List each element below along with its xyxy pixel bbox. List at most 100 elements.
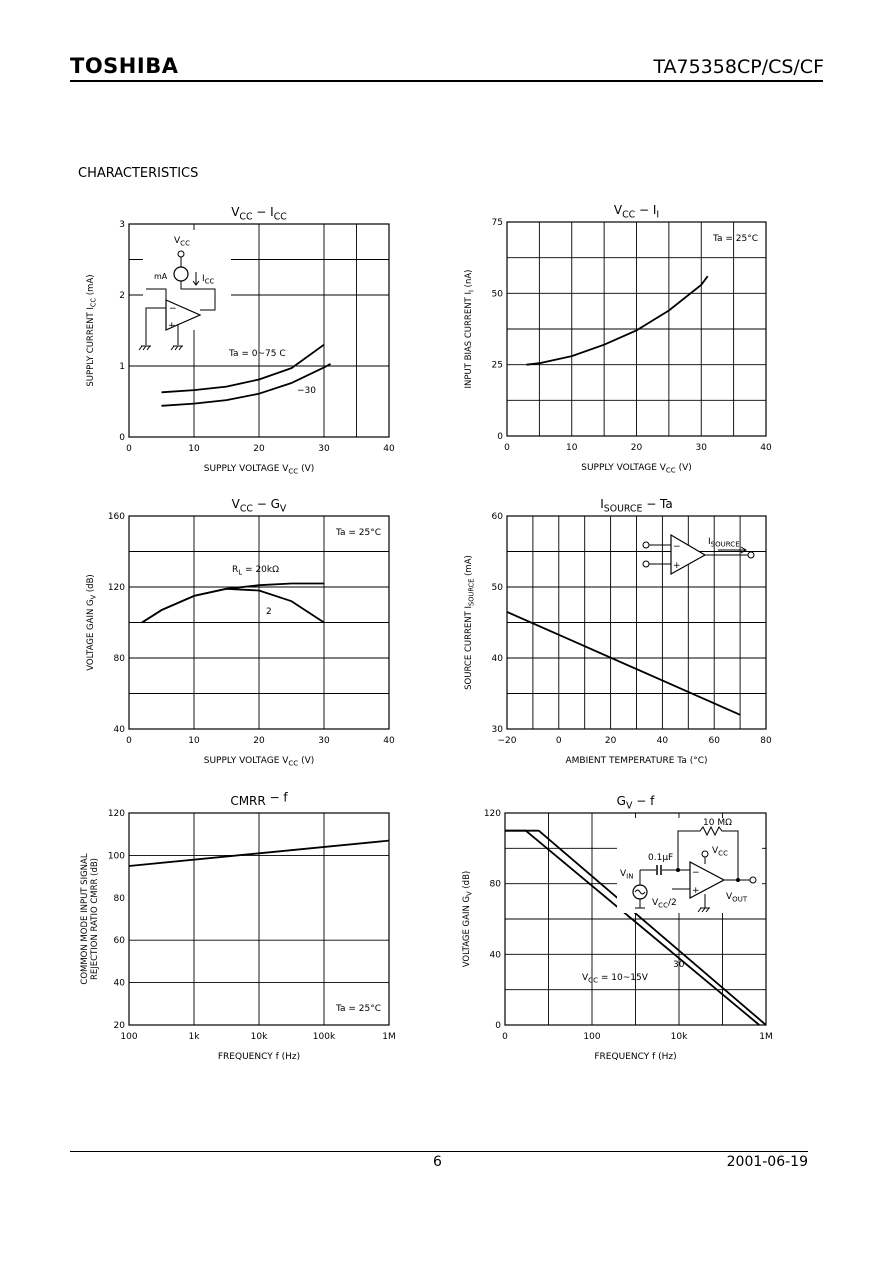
x-tick-label: 100 xyxy=(583,1032,600,1042)
opamp-icon xyxy=(670,533,707,576)
series-line-2 xyxy=(141,587,325,624)
arrowhead-icon xyxy=(192,280,200,286)
x-tick-label: 30 xyxy=(318,736,330,746)
x-tick-label: 10k xyxy=(671,1032,688,1042)
opamp-icon xyxy=(165,299,202,331)
x-tick-label: 0 xyxy=(556,736,562,746)
chart-6: 0 100 10k 1M 0 40 80 120 GV − f FREQUENCY f (Hz) V… xyxy=(462,794,773,1062)
y-axis-label-2: REJECTION RATIO CMRR (dB) xyxy=(90,858,100,980)
sine-icon xyxy=(634,889,646,895)
x-tick-label: 20 xyxy=(631,443,643,453)
rl-label: RL = 20kΩ xyxy=(232,565,279,577)
x-tick-label: 40 xyxy=(383,736,395,746)
header-rule xyxy=(70,80,823,82)
y-tick-label: 120 xyxy=(108,809,125,819)
wire xyxy=(180,281,216,311)
x-tick-label: 40 xyxy=(383,444,395,454)
x-tick-label: 1M xyxy=(382,1032,396,1042)
x-tick-label: 20 xyxy=(253,444,265,454)
y-tick-label: 100 xyxy=(108,851,125,861)
series-label: 2 xyxy=(266,607,272,617)
opamp-minus: − xyxy=(692,868,700,878)
footer-rule xyxy=(70,1151,808,1152)
inset-rf-label: 10 MΩ xyxy=(703,818,732,828)
ground-icon xyxy=(138,345,151,351)
x-tick-label: 20 xyxy=(253,736,265,746)
opamp-plus: + xyxy=(168,321,176,331)
resistor-icon xyxy=(677,825,739,880)
x-tick-label: 30 xyxy=(318,444,330,454)
y-axis-label: VOLTAGE GAIN GV (dB) xyxy=(462,871,473,967)
inset-vcc-label: VCC xyxy=(712,846,728,858)
inset-icc-label: ICC xyxy=(202,274,215,286)
x-axis-label: FREQUENCY f (Hz) xyxy=(218,1052,300,1062)
part-number: TA75358CP/CS/CF xyxy=(653,56,824,78)
y-tick-label: 40 xyxy=(114,979,126,989)
x-tick-label: 40 xyxy=(657,736,669,746)
y-tick-label: 80 xyxy=(114,654,126,664)
inset-circuit: VCC mA ICC − + xyxy=(138,230,231,351)
x-tick-label: 10 xyxy=(188,736,200,746)
opamp-plus: + xyxy=(692,886,700,896)
inset-vin-label: VIN xyxy=(620,869,634,881)
x-tick-label: 100k xyxy=(313,1032,336,1042)
y-axis-label: SUPPLY CURRENT ICC (mA) xyxy=(86,274,97,386)
terminal-icon xyxy=(701,850,709,858)
x-tick-label: 1k xyxy=(189,1032,201,1042)
ground-icon xyxy=(170,345,183,351)
y-tick-label: 40 xyxy=(490,950,502,960)
y-axis-label: SOURCE CURRENT ISOURCE (mA) xyxy=(464,555,475,690)
inset-vcc2-label: VCC/2 xyxy=(652,898,677,910)
y-tick-label: 1 xyxy=(119,362,125,372)
y-tick-label: 20 xyxy=(114,1021,126,1031)
series-line-2 xyxy=(505,829,767,1026)
chart-title: VCC − II xyxy=(614,203,659,220)
vcc-note-label: VCC = 10~15V xyxy=(582,973,649,985)
capacitor-icon xyxy=(656,865,662,875)
x-tick-label: 0 xyxy=(126,736,132,746)
chart-title: ISOURCE − Ta xyxy=(600,497,673,514)
inset-ma-label: mA xyxy=(154,272,168,281)
x-axis-label: FREQUENCY f (Hz) xyxy=(594,1052,676,1062)
brand-logo: TOSHIBA xyxy=(70,54,179,78)
chart-title: CMRR − f xyxy=(230,791,288,808)
series-line-1 xyxy=(526,275,709,366)
opamp-minus: − xyxy=(673,542,681,552)
series-line-1 xyxy=(161,343,325,394)
x-tick-label: 0 xyxy=(126,444,132,454)
opamp-icon xyxy=(689,861,726,899)
y-tick-label: 30 xyxy=(492,725,504,735)
x-axis-label: SUPPLY VOLTAGE VCC (V) xyxy=(204,464,315,476)
chart-title: GV − f xyxy=(617,794,655,811)
series-label: −30 xyxy=(297,386,316,396)
x-tick-label: 0 xyxy=(502,1032,508,1042)
y-tick-label: 0 xyxy=(119,433,125,443)
terminal-icon xyxy=(642,541,650,549)
y-tick-label: 80 xyxy=(114,894,126,904)
node-dot-icon xyxy=(676,868,680,872)
section-title: CHARACTERISTICS xyxy=(78,166,199,181)
y-tick-label: 2 xyxy=(119,291,125,301)
ammeter-icon xyxy=(173,266,189,282)
inset-isource-label: ISOURCE xyxy=(708,537,740,549)
chart-title: VCC − GV xyxy=(232,497,287,514)
footer-date: 2001-06-19 xyxy=(726,1154,808,1170)
opamp-plus: + xyxy=(673,561,681,571)
inset-vout-label: VOUT xyxy=(726,892,748,904)
wire xyxy=(145,307,166,345)
opamp-minus: − xyxy=(169,304,177,314)
inset-circuit: 10 MΩ VCC − + VOUT 0.1μF VIN VCC/2 xyxy=(617,818,762,913)
chart-title: VCC − ICC xyxy=(231,205,287,222)
x-axis-label: SUPPLY VOLTAGE VCC (V) xyxy=(204,756,315,768)
x-tick-label: 10 xyxy=(188,444,200,454)
x-tick-label: 10k xyxy=(251,1032,268,1042)
x-tick-label: 80 xyxy=(760,736,772,746)
y-axis-label: VOLTAGE GAIN GV (dB) xyxy=(86,574,97,670)
x-tick-label: 0 xyxy=(504,443,510,453)
chart-5: 100 1k 10k 100k 1M 20 40 60 80 100 120 CMRR − f FREQ… xyxy=(80,791,396,1062)
arrowhead-icon xyxy=(740,546,747,554)
wire xyxy=(146,288,167,300)
chart-4: −20 0 20 40 60 80 30 40 50 60 ISOURCE − Ta AMBIENT … xyxy=(464,497,772,766)
node-dot-icon xyxy=(736,878,740,882)
